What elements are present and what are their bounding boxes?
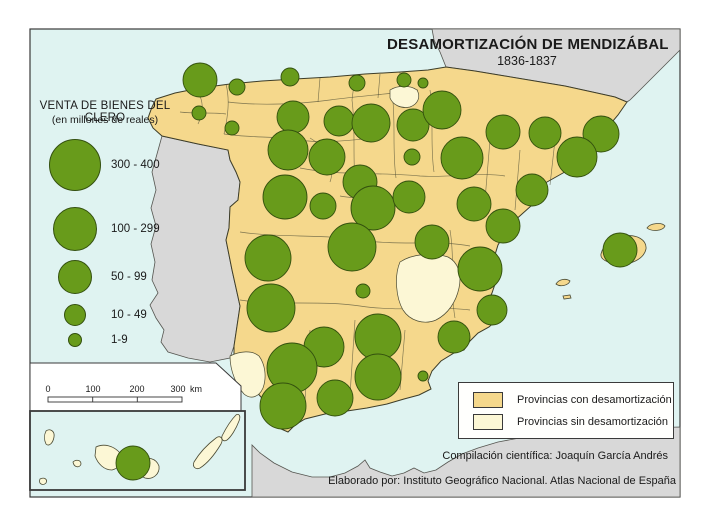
sale-circle [354, 313, 402, 361]
legend-circle-slot [47, 260, 103, 294]
legend-circle-slot [47, 207, 103, 251]
sale-circle [308, 138, 346, 176]
area-legend-box: Provincias con desamortización Provincia… [458, 382, 674, 439]
sale-circle [476, 294, 508, 326]
sale-circle [440, 136, 484, 180]
sale-circle [276, 100, 310, 134]
area-legend-row: Provincias sin desamortización [473, 413, 673, 430]
legend-class-label: 10 - 49 [111, 309, 147, 321]
sale-circle [228, 78, 246, 96]
legend-circle-icon [64, 304, 86, 326]
sin-desamortizacion-swatch [473, 413, 503, 430]
sale-circle [556, 136, 598, 178]
sale-circle [246, 283, 296, 333]
legend-class-label: 1-9 [111, 334, 128, 346]
sale-circle [327, 222, 377, 272]
sale-circle [267, 129, 309, 171]
sale-circle [316, 379, 354, 417]
legend-class-row: 100 - 299 [47, 203, 197, 255]
sale-circle [602, 232, 638, 268]
legend-class-label: 300 - 400 [111, 159, 160, 171]
legend-class-row: 50 - 99 [47, 251, 197, 303]
sale-circle [414, 224, 450, 260]
sale-circle [280, 67, 300, 87]
scale-bar [47, 396, 183, 403]
credit-scientific: Compilación científica: Joaquín García A… [442, 450, 668, 462]
sale-circle [224, 120, 240, 136]
sale-circle [259, 382, 307, 430]
legend-class-row: 300 - 400 [47, 139, 197, 191]
con-desamortizacion-swatch [473, 391, 503, 408]
sale-circle [515, 173, 549, 207]
sale-circle [485, 114, 521, 150]
sale-circle [417, 370, 429, 382]
sale-circle [323, 105, 355, 137]
sale-circle [403, 148, 421, 166]
sale-circle [309, 192, 337, 220]
sale-circle [348, 74, 366, 92]
map-subtitle: 1836-1837 [497, 54, 557, 68]
legend-class-label: 50 - 99 [111, 271, 147, 283]
area-legend-row: Provincias con desamortización [473, 391, 673, 408]
sale-circle [182, 62, 218, 98]
scale-tick-300: 300 [170, 384, 186, 394]
sale-circle [351, 103, 391, 143]
province-albacete [396, 253, 461, 323]
area-legend-label: Provincias sin desamortización [517, 415, 669, 428]
legend-class-row: 1-9 [47, 314, 197, 366]
legend-class-label: 100 - 299 [111, 223, 160, 235]
sale-circle [528, 116, 562, 150]
sale-circle [422, 90, 462, 130]
sale-circle [354, 353, 402, 401]
sale-circles-layer [115, 62, 638, 481]
spain-landmass [147, 66, 628, 433]
legend-circle-slot [47, 333, 103, 347]
sale-circle [392, 180, 426, 214]
map-title: DESAMORTIZACIÓN DE MENDIZÁBAL [387, 36, 669, 53]
title-block: DESAMORTIZACIÓN DE MENDIZÁBAL 1836-1837 [387, 36, 669, 68]
sale-circle [355, 283, 371, 299]
legend-class-row: 10 - 49 [47, 289, 197, 341]
legend-circle-icon [68, 333, 82, 347]
sale-circle [417, 77, 429, 89]
sale-circle [350, 185, 396, 231]
area-legend-label: Provincias con desamortización [517, 393, 672, 406]
legend-circle-slot [47, 304, 103, 326]
credit-elaboration: Elaborado por: Instituto Geográfico Naci… [328, 475, 676, 487]
sale-circle [191, 105, 207, 121]
legend-circle-icon [53, 207, 97, 251]
sale-circle [262, 174, 308, 220]
sale-circle [457, 246, 503, 292]
scale-tick-200: 200 [129, 384, 145, 394]
scale-tick-100: 100 [85, 384, 101, 394]
scale-unit: km [190, 384, 202, 394]
sale-circle [396, 108, 430, 142]
scale-tick-0: 0 [45, 384, 51, 394]
sale-circle [582, 115, 620, 153]
sale-circle [115, 445, 151, 481]
sale-circle [456, 186, 492, 222]
symbol-legend-title: VENTA DE BIENES DEL CLERO [39, 100, 171, 124]
symbol-legend-subtitle: (en millones de reales) [51, 114, 159, 126]
legend-circle-slot [47, 139, 103, 191]
legend-circle-icon [58, 260, 92, 294]
sale-circle [244, 234, 292, 282]
sale-circle [396, 72, 412, 88]
legend-circle-icon [49, 139, 101, 191]
sale-circle [485, 208, 521, 244]
sale-circle [437, 320, 471, 354]
